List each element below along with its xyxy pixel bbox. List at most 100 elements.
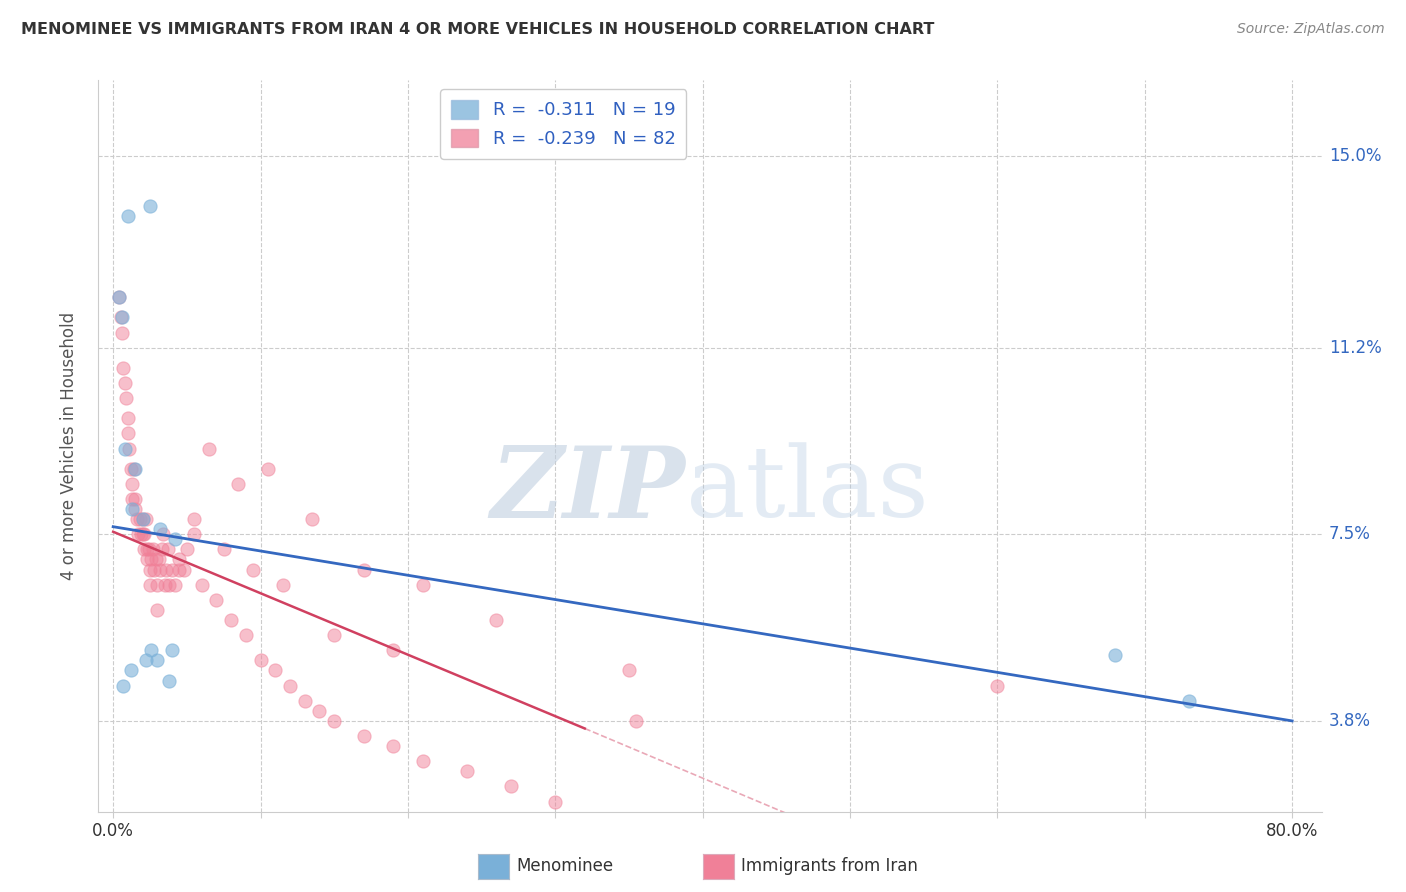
Point [169,563,191,577]
Point [117,426,139,441]
Point [228,476,250,491]
Point [1104,648,1126,663]
Point [456,764,478,779]
Point [121,502,143,516]
Point [132,542,155,557]
Point [986,679,1008,693]
Point [146,603,169,617]
Text: MENOMINEE VS IMMIGRANTS FROM IRAN 4 OR MORE VEHICLES IN HOUSEHOLD CORRELATION CH: MENOMINEE VS IMMIGRANTS FROM IRAN 4 OR M… [21,22,935,37]
Point [135,653,157,667]
Point [160,563,183,577]
Point [108,290,131,304]
Point [153,578,176,592]
Point [117,210,139,224]
Point [278,679,301,693]
Point [617,664,640,678]
Point [136,542,159,557]
Point [212,542,235,557]
Text: ZIP: ZIP [491,442,686,538]
Point [249,653,271,667]
Point [142,542,165,557]
Text: 15.0%: 15.0% [1329,147,1381,165]
Point [122,461,145,475]
Point [149,563,172,577]
Point [499,780,522,794]
Point [110,310,132,325]
Point [141,552,163,566]
Point [183,512,205,526]
Point [120,461,142,475]
Point [120,664,142,678]
Point [353,729,375,743]
Point [135,512,157,526]
Point [117,411,139,425]
Legend: R =  -0.311   N = 19, R =  -0.239   N = 82: R = -0.311 N = 19, R = -0.239 N = 82 [440,89,686,159]
Point [152,527,174,541]
Point [124,491,146,506]
Point [190,578,212,592]
Point [156,542,179,557]
Point [139,199,162,213]
Point [382,643,405,657]
Point [121,476,143,491]
Point [183,527,205,541]
Point [139,578,162,592]
Point [1178,694,1201,708]
Point [323,628,346,642]
Point [155,563,177,577]
Point [148,552,170,566]
Point [323,714,346,728]
Point [138,542,160,557]
Point [146,578,169,592]
Point [308,704,330,718]
Point [125,512,148,526]
Point [271,578,294,592]
Point [165,533,187,547]
Point [205,592,228,607]
Point [132,527,155,541]
Point [131,527,153,541]
Point [198,442,221,456]
Point [169,552,191,566]
Point [139,563,162,577]
Point [127,527,149,541]
Point [257,461,280,475]
Point [136,552,159,566]
Text: 11.2%: 11.2% [1329,339,1382,357]
Point [150,542,173,557]
Point [544,795,567,809]
Point [143,563,166,577]
Text: Immigrants from Iran: Immigrants from Iran [741,857,918,875]
Point [294,694,316,708]
Point [301,512,323,526]
Point [626,714,648,728]
Point [108,290,131,304]
Point [412,754,434,768]
Point [149,522,172,536]
Point [176,542,198,557]
Point [128,512,150,526]
Point [111,310,134,325]
Point [157,578,180,592]
Point [131,512,153,526]
Point [124,502,146,516]
Text: Source: ZipAtlas.com: Source: ZipAtlas.com [1237,22,1385,37]
Point [412,578,434,592]
Y-axis label: 4 or more Vehicles in Household: 4 or more Vehicles in Household [59,312,77,580]
Point [382,739,405,753]
Point [114,376,136,390]
Text: 7.5%: 7.5% [1329,525,1371,543]
Text: Menominee: Menominee [516,857,613,875]
Point [124,461,146,475]
Point [242,563,264,577]
Point [165,578,187,592]
Point [131,512,153,526]
Point [115,391,138,405]
Text: 3.8%: 3.8% [1329,712,1371,730]
Point [160,643,183,657]
Point [264,664,287,678]
Point [485,613,508,627]
Point [112,679,135,693]
Point [118,442,141,456]
Point [157,673,180,688]
